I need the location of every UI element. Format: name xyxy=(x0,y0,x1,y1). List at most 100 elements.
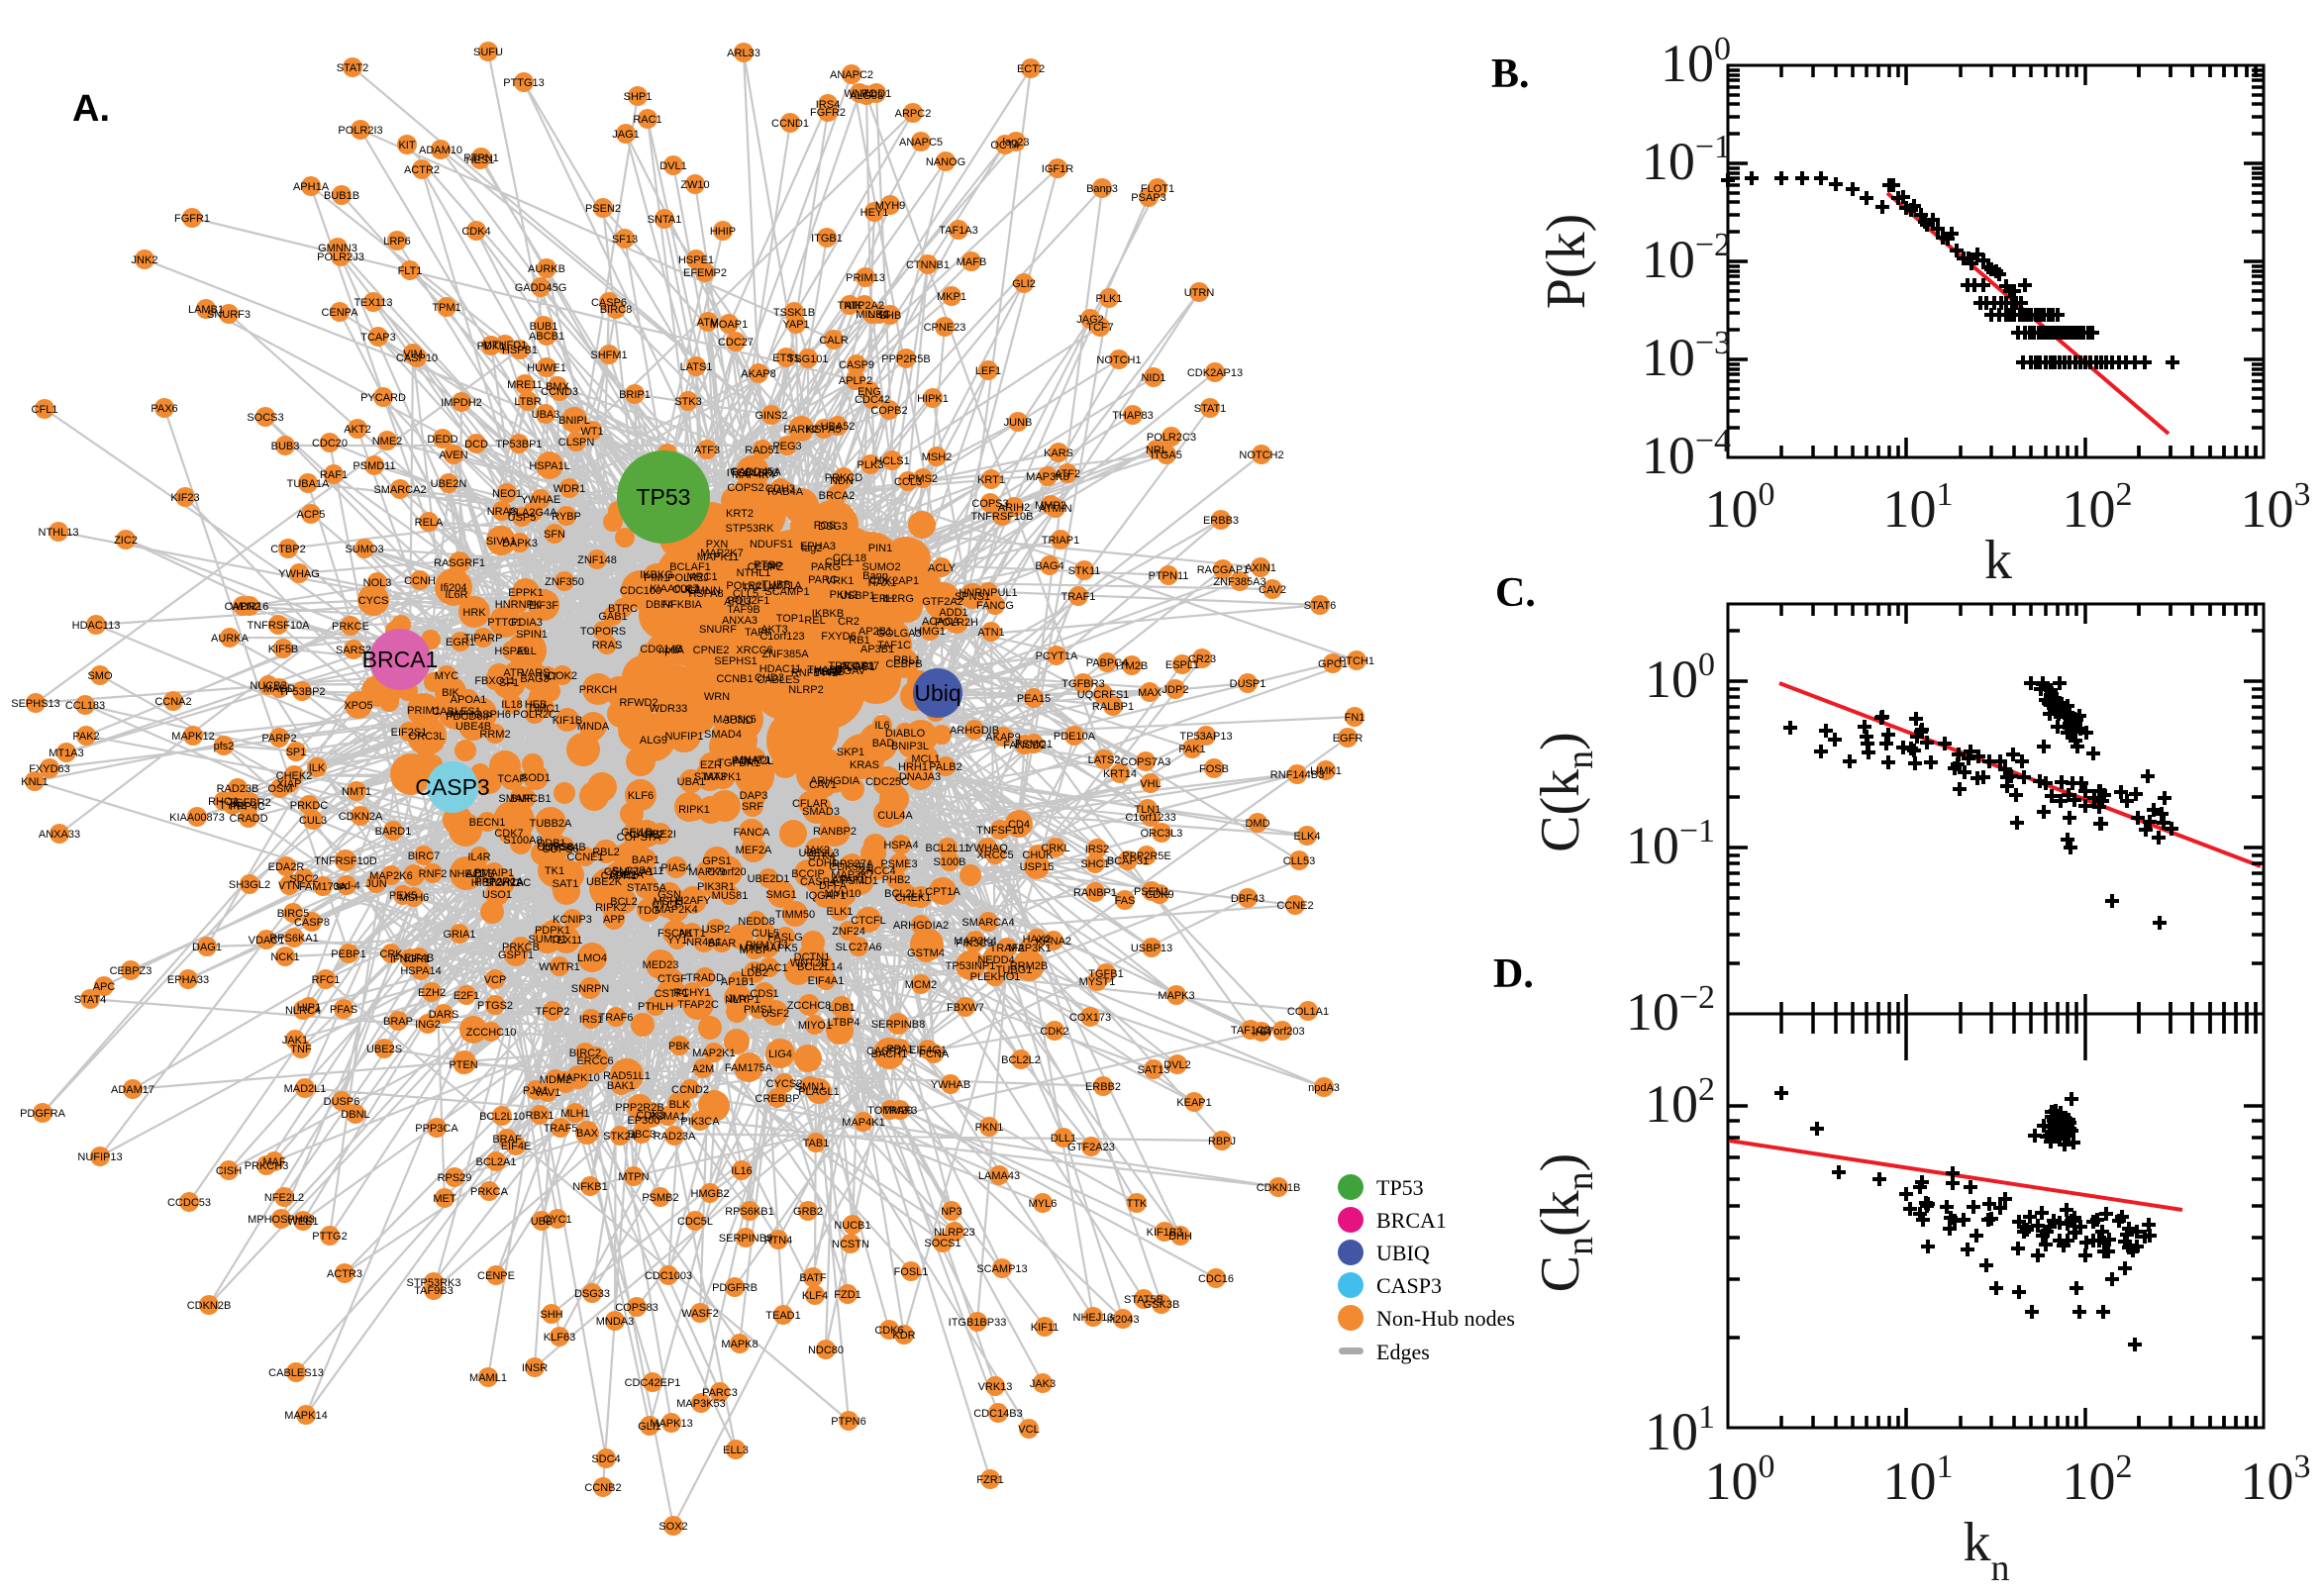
svg-text:VAV1: VAV1 xyxy=(535,1087,561,1099)
svg-text:PIAS4: PIAS4 xyxy=(660,862,691,874)
svg-text:NTHL13: NTHL13 xyxy=(39,527,79,539)
svg-text:CDC14B3: CDC14B3 xyxy=(973,1408,1023,1420)
svg-text:WWTR1: WWTR1 xyxy=(539,961,580,973)
svg-text:TRAF6: TRAF6 xyxy=(599,1012,634,1024)
svg-text:COPS8: COPS8 xyxy=(537,842,573,853)
svg-text:HUWE1: HUWE1 xyxy=(527,362,566,374)
svg-text:NUCB1: NUCB1 xyxy=(834,1220,870,1232)
svg-text:PSAP: PSAP xyxy=(813,666,842,678)
svg-text:EIF2S1: EIF2S1 xyxy=(391,727,428,739)
svg-text:FGFR1: FGFR1 xyxy=(174,213,210,225)
svg-text:FBXW7: FBXW7 xyxy=(947,1002,984,1014)
svg-text:CUL1: CUL1 xyxy=(825,556,853,568)
svg-text:RAD51L1: RAD51L1 xyxy=(603,1070,651,1082)
svg-text:PRIM1: PRIM1 xyxy=(407,705,441,717)
svg-text:CEBPZ: CEBPZ xyxy=(748,561,784,573)
svg-text:Edges: Edges xyxy=(1376,1340,1430,1364)
svg-text:APLP2: APLP2 xyxy=(839,375,872,387)
svg-text:PIK3CA: PIK3CA xyxy=(680,1116,720,1128)
svg-text:GSN: GSN xyxy=(657,889,681,901)
svg-text:PRKCB: PRKCB xyxy=(502,942,540,953)
svg-text:VCP: VCP xyxy=(484,974,507,986)
svg-text:PLAGL1: PLAGL1 xyxy=(798,1086,840,1098)
svg-text:STAT5B: STAT5B xyxy=(1124,1294,1163,1306)
svg-text:PTHLH: PTHLH xyxy=(638,1001,673,1013)
svg-text:EZH2: EZH2 xyxy=(418,987,446,999)
svg-text:USF2: USF2 xyxy=(761,1008,789,1020)
svg-text:JUNB: JUNB xyxy=(1004,417,1033,429)
svg-text:PAK2: PAK2 xyxy=(72,731,99,743)
svg-text:MAP3K1: MAP3K1 xyxy=(1008,943,1051,954)
svg-text:BRIP1: BRIP1 xyxy=(619,389,651,401)
svg-text:IL2: IL2 xyxy=(621,869,636,881)
svg-text:GMNN: GMNN xyxy=(687,585,721,597)
svg-text:TUBB2A: TUBB2A xyxy=(530,818,572,830)
svg-text:ZIC2: ZIC2 xyxy=(114,535,138,547)
svg-text:TYK2: TYK2 xyxy=(219,800,247,812)
svg-text:WDR1: WDR1 xyxy=(554,483,585,495)
svg-text:PAK1: PAK1 xyxy=(1178,744,1205,755)
svg-text:UBA1: UBA1 xyxy=(677,776,706,788)
svg-text:SERPINB8: SERPINB8 xyxy=(871,1019,925,1031)
svg-text:PARP2: PARP2 xyxy=(261,733,296,745)
svg-text:GADD45G: GADD45G xyxy=(515,282,567,294)
svg-text:CHUK: CHUK xyxy=(1022,849,1054,861)
svg-text:KIAA0087: KIAA0087 xyxy=(650,583,699,595)
svg-text:SEPHS1: SEPHS1 xyxy=(714,655,757,667)
svg-text:MAFB: MAFB xyxy=(957,256,987,268)
svg-text:ANAPC5: ANAPC5 xyxy=(899,137,943,149)
svg-text:IL6R: IL6R xyxy=(445,589,467,601)
svg-text:FAM175A: FAM175A xyxy=(725,1062,773,1074)
svg-text:MYC: MYC xyxy=(435,670,459,682)
svg-text:PARC3: PARC3 xyxy=(702,1387,738,1399)
svg-text:RNF144B3: RNF144B3 xyxy=(1270,769,1324,781)
svg-text:KIF23: KIF23 xyxy=(170,492,199,504)
svg-text:HES1: HES1 xyxy=(466,154,495,166)
svg-text:ACP5: ACP5 xyxy=(297,509,326,521)
svg-text:KRT2: KRT2 xyxy=(726,508,754,520)
svg-text:GFI1B: GFI1B xyxy=(621,827,653,839)
svg-text:APH1A: APH1A xyxy=(293,181,330,193)
svg-text:CDC20: CDC20 xyxy=(312,438,348,449)
svg-text:POLR2H: POLR2H xyxy=(935,617,978,629)
svg-text:SUMO3: SUMO3 xyxy=(345,544,383,555)
svg-text:SNURF3: SNURF3 xyxy=(207,309,251,321)
svg-text:ECT2: ECT2 xyxy=(1017,63,1045,75)
svg-text:MYST1: MYST1 xyxy=(1079,976,1116,988)
svg-text:CDKN1B: CDKN1B xyxy=(1257,1182,1301,1194)
svg-text:NUFIP13: NUFIP13 xyxy=(77,1151,122,1163)
svg-text:SOCS1: SOCS1 xyxy=(924,1238,960,1249)
svg-text:SLC27A6: SLC27A6 xyxy=(835,942,881,953)
svg-text:CCNE2: CCNE2 xyxy=(1276,900,1313,912)
svg-text:CASP3: CASP3 xyxy=(1376,1273,1442,1298)
svg-text:ACLY: ACLY xyxy=(928,562,957,574)
svg-text:PSMD11: PSMD11 xyxy=(353,460,395,472)
svg-text:MAP3K4: MAP3K4 xyxy=(954,936,996,948)
svg-text:ILK: ILK xyxy=(309,762,326,774)
svg-text:NCSTN: NCSTN xyxy=(832,1239,869,1250)
svg-text:UBE2D1: UBE2D1 xyxy=(748,873,790,885)
svg-text:CDK2AP13: CDK2AP13 xyxy=(1187,367,1243,379)
svg-text:CAV1: CAV1 xyxy=(809,779,837,791)
svg-text:SUFU: SUFU xyxy=(473,47,503,58)
svg-text:BUB1: BUB1 xyxy=(530,321,558,333)
svg-text:BARD1: BARD1 xyxy=(375,826,412,838)
svg-text:CDK2: CDK2 xyxy=(1040,1026,1068,1038)
svg-text:BCL2A1: BCL2A1 xyxy=(476,1156,517,1168)
svg-text:C1orf123: C1orf123 xyxy=(759,631,804,643)
svg-text:TAF1C: TAF1C xyxy=(877,640,911,651)
svg-text:UBA52: UBA52 xyxy=(821,421,856,433)
svg-text:S100A8: S100A8 xyxy=(503,835,542,847)
svg-text:NFKBIA: NFKBIA xyxy=(662,599,702,611)
svg-text:PYCARD: PYCARD xyxy=(360,392,406,404)
svg-text:AKAP8: AKAP8 xyxy=(741,368,775,380)
svg-text:STAT2: STAT2 xyxy=(337,62,369,74)
svg-text:KRT1: KRT1 xyxy=(977,474,1005,486)
svg-text:DVL1: DVL1 xyxy=(659,160,687,172)
svg-text:MSH2: MSH2 xyxy=(922,451,953,463)
svg-text:ARHGDIA2: ARHGDIA2 xyxy=(893,920,949,932)
svg-text:CCL183: CCL183 xyxy=(65,700,105,712)
svg-text:AXIN1: AXIN1 xyxy=(1245,562,1276,574)
svg-text:CYCS: CYCS xyxy=(358,595,389,607)
svg-text:MET: MET xyxy=(433,1193,456,1205)
